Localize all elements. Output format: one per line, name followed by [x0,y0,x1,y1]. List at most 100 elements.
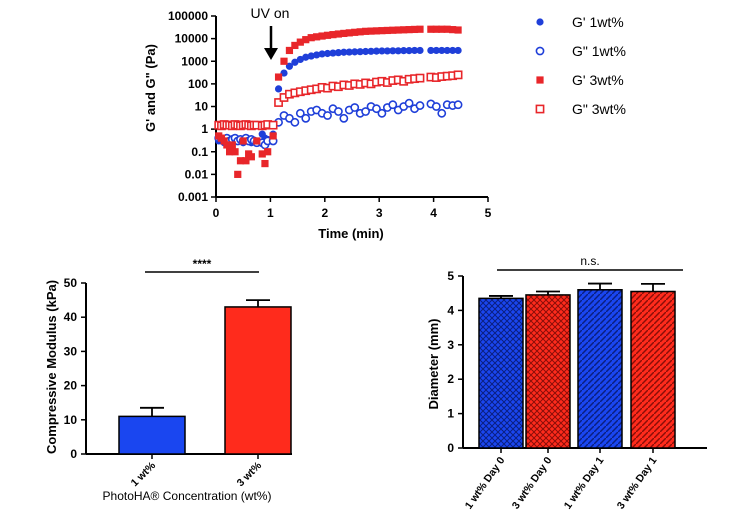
diameter-category-label: 1 wt% Day 1 [562,455,607,512]
rheology-y-axis-label: G' and G" (Pa) [143,44,158,132]
rheology-data-point [290,117,300,127]
legend-entry: G" 3wt% [572,101,626,117]
rheology-data-point [307,34,315,42]
rheology-data-point [291,41,299,50]
compressive-modulus-y-tick-label: 30 [64,344,78,358]
rheology-data-point [291,58,299,66]
rheology-data-point [410,25,419,34]
rheology-data-point [350,103,360,112]
rheology-data-point [334,30,342,38]
diameter-bar [577,289,623,449]
rheology-data-point [234,170,242,178]
rheology-data-point [405,26,413,34]
rheology-y-tick-label: 0.001 [178,190,208,204]
rheology-y-tick-label: 10000 [175,32,209,46]
rheology-data-point [389,47,397,55]
rheology-data-point [329,31,337,39]
rheology-data-point [323,31,332,39]
rheology-y-tick-label: 100000 [168,9,208,23]
rheology-data-point [361,107,370,116]
rheology-data-point [351,48,359,56]
rheology-x-axis-label: Time (min) [318,226,384,241]
rheology-x-tick-label: 3 [376,206,383,220]
rheology-data-point [302,36,310,44]
rheology-data-point [394,47,402,55]
rheology-data-points [214,25,463,178]
compressive-modulus-y-tick-label: 20 [64,379,78,393]
rheology-data-point [362,27,370,35]
rheology-data-point [296,55,304,64]
legend-marker-icon [536,18,544,26]
diameter-category-label: 3 wt% Day 1 [615,455,660,512]
rheology-data-point [449,46,457,55]
rheology-data-point [307,52,315,60]
rheology-data-point [453,70,463,80]
rheology-data-point [261,159,269,168]
compressive-modulus-y-tick-label: 40 [64,310,78,324]
rheology-data-point [400,26,408,34]
diameter-error-bar [536,290,560,453]
rheology-data-point [239,137,247,145]
rheology-data-point [356,48,364,56]
rheology-data-point [226,148,234,156]
rheology-data-point [269,132,277,140]
rheology-data-point [220,137,228,145]
compressive-modulus-category-label: 1 wt% [129,459,159,489]
legend-entry: G" 1wt% [572,43,626,59]
compressive-modulus-bars: 1 wt% 3 wt% [118,299,292,489]
rheology-data-point [323,49,332,58]
diameter-error-bar [641,283,665,453]
rheology-data-point [438,25,446,33]
rheology-y-tick-label: 0.01 [185,167,209,181]
diameter-y-axis-label: Diameter (mm) [426,318,441,409]
rheology-data-point [383,47,391,55]
rheology-y-tick-label: 100 [188,77,208,91]
rheology-data-point [453,100,463,110]
rheology-y-tick-label: 1 [201,122,208,136]
rheology-data-point [351,28,359,36]
rheology-y-tick-label: 0.1 [191,145,208,159]
diameter-category-label: 1 wt% Day 0 [463,455,508,512]
rheology-data-point [372,27,381,35]
diameter-y-tick-label: 5 [447,269,454,283]
rheology-data-point [372,47,381,55]
rheology-data-point [274,73,283,81]
rheology-legend: G' 1wt% G" 1wt% G' 3wt% G" 3wt% [535,14,626,117]
rheology-data-point [437,108,447,118]
compressive-modulus-y-tick-label: 10 [64,413,78,427]
rheology-data-point [274,85,283,93]
legend-entry: G' 1wt% [572,14,624,30]
rheology-data-point [223,141,231,149]
rheology-data-point [362,47,370,56]
uv-arrow-icon [264,26,278,60]
rheology-data-point [280,69,288,77]
significance-label: **** [193,257,212,271]
rheology-data-point [404,98,414,108]
compressive-modulus-bar [118,415,186,455]
compressive-modulus-category-label: 3 wt% [235,459,265,489]
rheology-data-point [313,51,321,59]
rheology-data-point [253,137,261,145]
rheology-x-tick-label: 2 [321,206,328,220]
rheology-data-point [258,150,266,158]
rheology-data-point [427,46,435,55]
compressive-modulus-chart: 0 10 20 30 40 50 1 wt% 3 wt% Compressive Modul… [44,257,292,503]
rheology-data-point [454,46,462,55]
compressive-modulus-bar [224,306,292,455]
rheology-data-point [285,46,294,55]
rheology-data-point [313,33,321,41]
rheology-data-point [378,47,386,55]
rheology-data-point [268,120,278,130]
rheology-data-point [431,102,441,111]
rheology-data-point [432,46,440,55]
ns-label: n.s. [580,254,599,268]
rheology-data-point [318,32,326,40]
rheology-data-point [427,25,435,33]
rheology-data-point [410,46,419,55]
diameter-y-tick-label: 1 [447,407,454,421]
rheology-y-tick-label: 10 [195,100,209,114]
